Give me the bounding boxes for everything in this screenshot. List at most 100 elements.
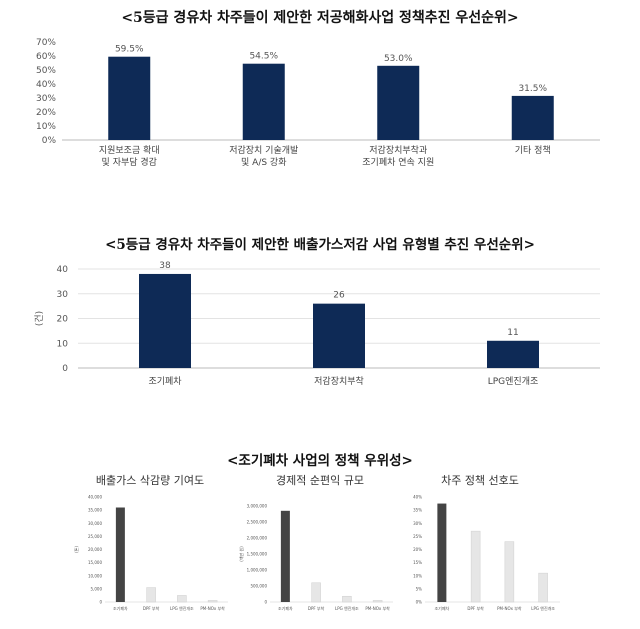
y-tick-label: 35% (413, 508, 422, 513)
y-tick-label: 30% (413, 521, 422, 526)
category-label: LPG 엔진개조 (531, 605, 555, 611)
y-tick-label: 10,000 (88, 573, 102, 578)
y-tick-label: 70% (36, 38, 56, 48)
bar (538, 572, 548, 603)
y-tick-label: 2,000,000 (247, 536, 268, 541)
y-axis-label: (백만 원) (238, 546, 244, 562)
data-label: 53.0% (384, 54, 413, 64)
y-tick-label: 50% (36, 66, 56, 76)
category-label: 조기폐차 (278, 605, 293, 611)
category-label: PM-NOx 부착 (497, 605, 522, 611)
data-label: 54.5% (249, 52, 278, 62)
category-label: 저감장치부착과 (369, 144, 427, 156)
bar (470, 530, 481, 603)
category-label: DPF 부착 (143, 605, 160, 611)
y-tick-label: 40% (413, 495, 422, 500)
category-label: DPF 부착 (467, 605, 484, 611)
category-label: LPG 엔진개조 (170, 605, 194, 611)
bar (115, 507, 125, 602)
category-label: 조기폐차 연속 지원 (362, 156, 434, 168)
y-tick-label: 30,000 (88, 521, 102, 526)
category-label: 저감장치부착 (314, 375, 364, 387)
emission-reduction-chart: 배출가스 삭감량 기여도 0 5,000 10,000 15,000 20,000 25,0… (73, 474, 228, 611)
y-tick-label: 30% (36, 94, 56, 104)
y-tick-label: 0 (62, 364, 68, 374)
category-label: 조기폐차 (148, 375, 182, 387)
owner-preference-chart: 차주 정책 선호도 0% 5% 10% 15% 20% 25% 30% 35% 40% 조기폐차 DP… (413, 474, 560, 611)
y-tick-label: 1,500,000 (247, 552, 268, 557)
data-label: 26 (333, 291, 345, 301)
data-label: 38 (159, 261, 171, 271)
middle-bar-chart: 0 10 20 30 40 (건) 38 조기폐차 26 저감장치부착 11 LPG엔진개조 (34, 261, 600, 387)
data-label: 59.5% (115, 45, 144, 55)
y-tick-label: 0 (264, 600, 267, 605)
y-tick-label: 15% (413, 560, 422, 565)
y-tick-label: 10% (413, 573, 422, 578)
y-tick-label: 30 (57, 290, 69, 300)
category-label: LPG엔진개조 (488, 376, 539, 387)
category-label: 저감장치 기술개발 (229, 144, 298, 156)
bar (146, 587, 156, 603)
small-chart-title: 배출가스 삭감량 기여도 (96, 474, 204, 487)
bar (313, 303, 365, 368)
bar (177, 595, 187, 603)
bar (280, 510, 290, 602)
y-tick-label: 20% (413, 547, 422, 552)
y-tick-label: 1,000,000 (247, 568, 268, 573)
y-tick-label: 40% (36, 80, 56, 90)
data-label: 11 (507, 328, 518, 338)
economic-benefit-chart: 경제적 순편익 규모 0 500,000 1,000,000 1,500,000 2,00… (238, 474, 393, 611)
bar (342, 595, 352, 603)
y-tick-label: 0% (416, 600, 423, 605)
y-tick-label: 0 (99, 600, 102, 605)
y-tick-label: 10 (57, 339, 69, 349)
y-tick-label: 10% (36, 122, 56, 132)
bar (437, 503, 447, 602)
y-tick-label: 5,000 (91, 586, 103, 591)
bar (504, 541, 515, 603)
bar (108, 56, 151, 141)
y-tick-label: 0% (42, 136, 57, 146)
category-label: LPG 엔진개조 (335, 605, 359, 611)
y-tick-label: 20% (36, 108, 56, 118)
y-tick-label: 25,000 (88, 534, 102, 539)
y-tick-label: 15,000 (88, 560, 102, 565)
bar (487, 340, 539, 368)
category-label: 기타 정책 (515, 144, 551, 156)
data-label: 31.5% (518, 84, 547, 94)
small-chart-title: 경제적 순편익 규모 (276, 474, 364, 487)
y-tick-label: 3,000,000 (247, 504, 268, 509)
category-label: 조기폐차 (113, 605, 128, 611)
y-tick-label: 20,000 (88, 547, 102, 552)
category-label: DPF 부착 (308, 605, 325, 611)
bar (242, 63, 285, 141)
category-label: 및 자부담 경감 (102, 156, 157, 168)
y-tick-label: 25% (413, 534, 422, 539)
top-chart-title: <5등급 경유차 차주들이 제안한 저공해화사업 정책추진 우선순위> (121, 9, 518, 26)
bottom-section-title: <조기폐차 사업의 정책 우위성> (227, 452, 413, 469)
top-bar-chart: 0% 10% 20% 30% 40% 50% 60% 70% 59.5% 지원보조금 확대및 자부… (36, 38, 600, 168)
y-axis-label: (건) (34, 311, 45, 326)
y-tick-label: 20 (57, 315, 69, 325)
middle-chart-title: <5등급 경유차 차주들이 제안한 배출가스저감 사업 유형별 추진 우선순위> (105, 236, 535, 253)
bar (511, 95, 554, 140)
bar (377, 65, 420, 140)
category-label: 지원보조금 확대 (99, 144, 160, 156)
bar (139, 273, 191, 368)
bar (207, 600, 218, 603)
category-label: 및 A/S 강화 (241, 156, 286, 168)
y-axis-label: (톤) (73, 546, 79, 553)
small-chart-title: 차주 정책 선호도 (441, 474, 519, 487)
category-label: 조기폐차 (435, 605, 450, 611)
category-label: PM-NOx 부착 (200, 605, 225, 611)
bar (372, 600, 383, 603)
bar (311, 582, 321, 603)
category-label: PM-NOx 부착 (365, 605, 390, 611)
y-tick-label: 40 (57, 265, 69, 275)
y-tick-label: 5% (416, 586, 423, 591)
y-tick-label: 60% (36, 52, 56, 62)
y-tick-label: 35,000 (88, 508, 102, 513)
y-tick-label: 500,000 (250, 584, 267, 589)
y-tick-label: 40,000 (88, 495, 102, 500)
